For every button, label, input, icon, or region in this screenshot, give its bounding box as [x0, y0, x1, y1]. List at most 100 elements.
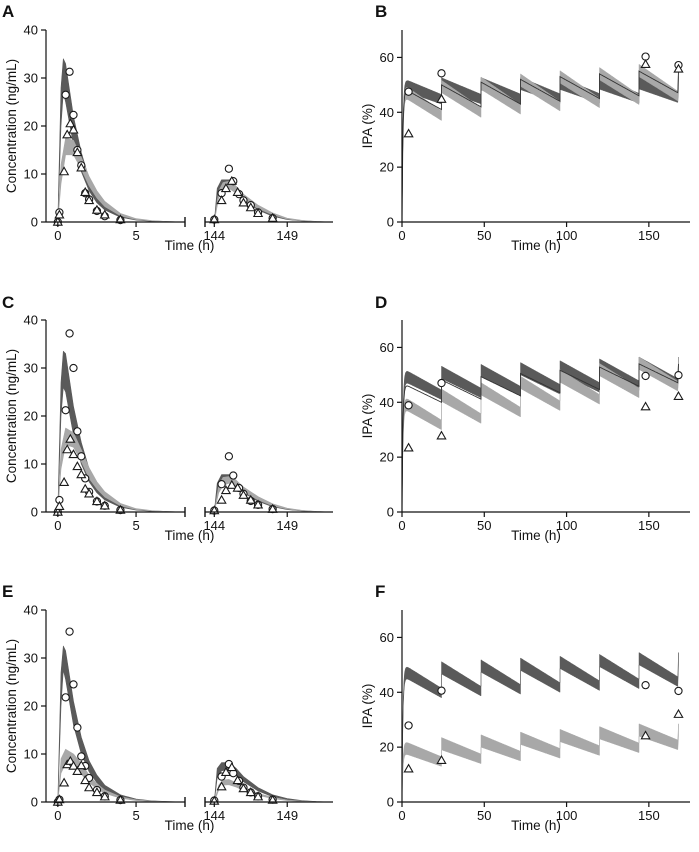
observed-triangle-point	[62, 129, 73, 139]
y-axis-title: IPA (%)	[360, 684, 375, 729]
x-tick-label: 0	[398, 808, 405, 823]
y-tick-label: 10	[24, 457, 38, 472]
observed-circle-point	[674, 370, 683, 380]
y-tick-label: 10	[24, 167, 38, 182]
observed-triangle-point	[68, 124, 79, 134]
observed-triangle-point	[54, 794, 65, 804]
ipa-band-light	[401, 356, 679, 513]
observed-circle-point	[77, 452, 86, 461]
observed-triangle-point	[65, 118, 76, 128]
ipa-median-line	[401, 363, 679, 513]
observed-triangle-point	[673, 390, 684, 400]
observed-triangle-point	[216, 494, 227, 504]
y-tick-label: 10	[24, 747, 38, 762]
observed-triangle-point	[80, 186, 91, 196]
ipa-band-dark	[401, 652, 679, 803]
observed-circle-point	[224, 164, 234, 173]
y-tick-label: 60	[380, 50, 394, 65]
y-axis-title: IPA (%)	[360, 104, 375, 149]
observed-triangle-point	[91, 496, 103, 506]
ipa-panel-d: 0 20 40 60 0 50 100 150 Time (h) IPA (%) D	[360, 293, 690, 543]
observed-circle-point	[65, 627, 74, 636]
observed-triangle-point	[640, 401, 651, 411]
concentration-band-1	[57, 58, 184, 223]
observed-triangle-point	[232, 775, 243, 785]
observed-triangle-point	[72, 461, 83, 471]
observed-triangle-point	[99, 500, 110, 510]
observed-triangle-point	[68, 760, 79, 770]
concentration-band-2	[57, 748, 184, 803]
observed-circle-point	[404, 87, 413, 96]
y-tick-label: 40	[24, 603, 38, 618]
pk-panel-e: 0 10 20 30 40 0 5 144 149 Time (h) Concentration (…	[2, 582, 333, 833]
pk-panel-c: 0 10 20 30 40 0 5 144 149 Time (h) Concentration (…	[2, 293, 333, 543]
x-tick-label: 5	[132, 518, 139, 533]
observed-triangle-point	[72, 765, 83, 775]
x-axis-title: Time (h)	[511, 528, 561, 543]
y-tick-label: 0	[387, 795, 394, 810]
x-tick-label: 50	[477, 808, 491, 823]
observed-circle-point	[437, 378, 446, 388]
ipa-panel-b: 0 20 40 60 0 50 100 150 Time (h) IPA (%) B	[360, 2, 690, 253]
observed-triangle-point	[216, 195, 227, 205]
x-tick-label: 149	[276, 228, 298, 243]
observed-circle-point	[77, 752, 86, 761]
observed-triangle-point	[83, 488, 95, 498]
observed-triangle-point	[226, 175, 237, 185]
y-tick-label: 40	[24, 23, 38, 38]
ipa-band-light	[401, 723, 679, 803]
observed-triangle-point	[238, 197, 249, 207]
observed-triangle-point	[115, 504, 126, 514]
observed-circle-point	[437, 69, 446, 78]
panel-letter: C	[2, 293, 14, 312]
observed-circle-point	[641, 371, 650, 381]
observed-triangle-point	[99, 791, 110, 801]
x-tick-label: 50	[477, 518, 491, 533]
observed-circle-point	[61, 693, 70, 702]
y-tick-label: 60	[380, 630, 394, 645]
observed-triangle-point	[99, 209, 110, 219]
observed-triangle-point	[640, 58, 651, 68]
observed-triangle-point	[436, 93, 447, 103]
observed-triangle-point	[54, 209, 65, 219]
x-tick-label: 50	[477, 228, 491, 243]
ipa-median-line	[401, 70, 679, 223]
observed-circle-point	[641, 681, 650, 690]
observed-circle-point	[674, 686, 683, 696]
observed-triangle-point	[232, 482, 243, 492]
observed-triangle-point	[83, 195, 95, 205]
observed-triangle-point	[83, 782, 95, 792]
observed-triangle-point	[673, 63, 684, 73]
observed-circle-point	[65, 67, 74, 76]
observed-circle-point	[73, 427, 82, 436]
observed-triangle-point	[238, 783, 249, 793]
x-tick-label: 100	[556, 228, 578, 243]
y-tick-label: 20	[24, 699, 38, 714]
observed-triangle-point	[220, 183, 232, 193]
observed-triangle-point	[245, 202, 256, 212]
observed-circle-point	[61, 90, 70, 99]
y-tick-label: 30	[24, 71, 38, 86]
x-tick-label: 0	[54, 808, 61, 823]
observed-triangle-point	[58, 777, 70, 787]
observed-triangle-point	[226, 479, 237, 489]
observed-triangle-point	[640, 730, 651, 740]
observed-triangle-point	[91, 204, 103, 214]
observed-triangle-point	[68, 449, 79, 459]
observed-triangle-point	[76, 469, 87, 479]
panel-letter: A	[2, 2, 14, 21]
observed-triangle-point	[403, 763, 414, 773]
observed-triangle-point	[216, 781, 227, 791]
y-tick-label: 0	[31, 505, 38, 520]
observed-circle-point	[69, 680, 78, 689]
panel-letter: E	[2, 582, 13, 601]
observed-triangle-point	[245, 494, 256, 504]
observed-triangle-point	[436, 755, 447, 765]
observed-circle-point	[73, 723, 82, 732]
y-tick-label: 40	[380, 395, 394, 410]
y-tick-label: 0	[31, 215, 38, 230]
x-tick-label: 144	[203, 228, 225, 243]
y-tick-label: 20	[24, 119, 38, 134]
observed-triangle-point	[58, 166, 70, 176]
